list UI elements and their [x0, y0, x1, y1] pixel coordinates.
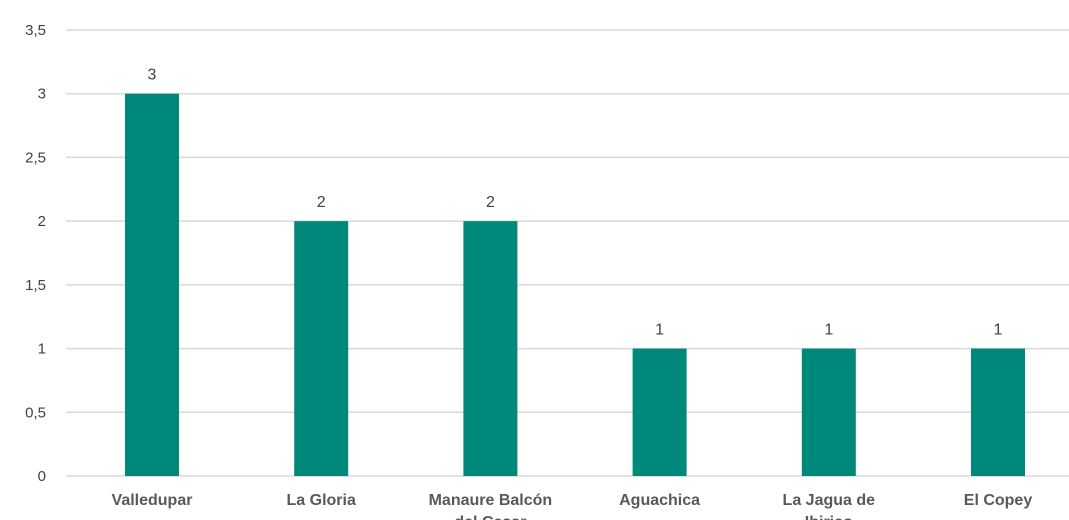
data-label: 1 [655, 322, 664, 339]
bar [632, 348, 687, 476]
y-tick-label: 1,5 [25, 277, 46, 294]
data-label: 3 [148, 67, 157, 84]
y-tick-label: 3 [38, 86, 46, 103]
y-tick-label: 2 [38, 213, 46, 230]
y-tick-label: 0 [38, 468, 46, 485]
bar [801, 348, 856, 476]
bar [971, 348, 1025, 476]
data-labels: 3 2 2 1 1 1 [148, 67, 1003, 339]
bars [125, 93, 1025, 476]
x-category-label: Aguachica [619, 492, 700, 509]
bar [125, 93, 179, 476]
x-category-label: La Jagua deIbirico [783, 492, 876, 520]
data-label: 2 [317, 194, 326, 211]
x-category-label: Manaure Balcóndel Cesar [429, 492, 553, 520]
gridlines [66, 29, 1069, 477]
y-tick-label: 2,5 [25, 149, 46, 166]
y-tick-label: 1 [38, 341, 46, 358]
x-category-label: La Gloria [287, 492, 356, 509]
y-axis-tick-labels: 0 0,5 1 1,5 2 2,5 3 3,5 [25, 22, 46, 485]
y-tick-label: 3,5 [25, 22, 46, 39]
y-tick-label: 0,5 [25, 404, 46, 421]
bar [294, 221, 349, 476]
x-axis-category-labels: Valledupar La Gloria Manaure Balcóndel Ces… [112, 492, 1033, 520]
x-category-label: Valledupar [112, 492, 193, 509]
data-label: 2 [486, 194, 495, 211]
bar [463, 221, 518, 476]
data-label: 1 [824, 322, 833, 339]
x-category-label: El Copey [964, 492, 1033, 509]
data-label: 1 [994, 322, 1003, 339]
